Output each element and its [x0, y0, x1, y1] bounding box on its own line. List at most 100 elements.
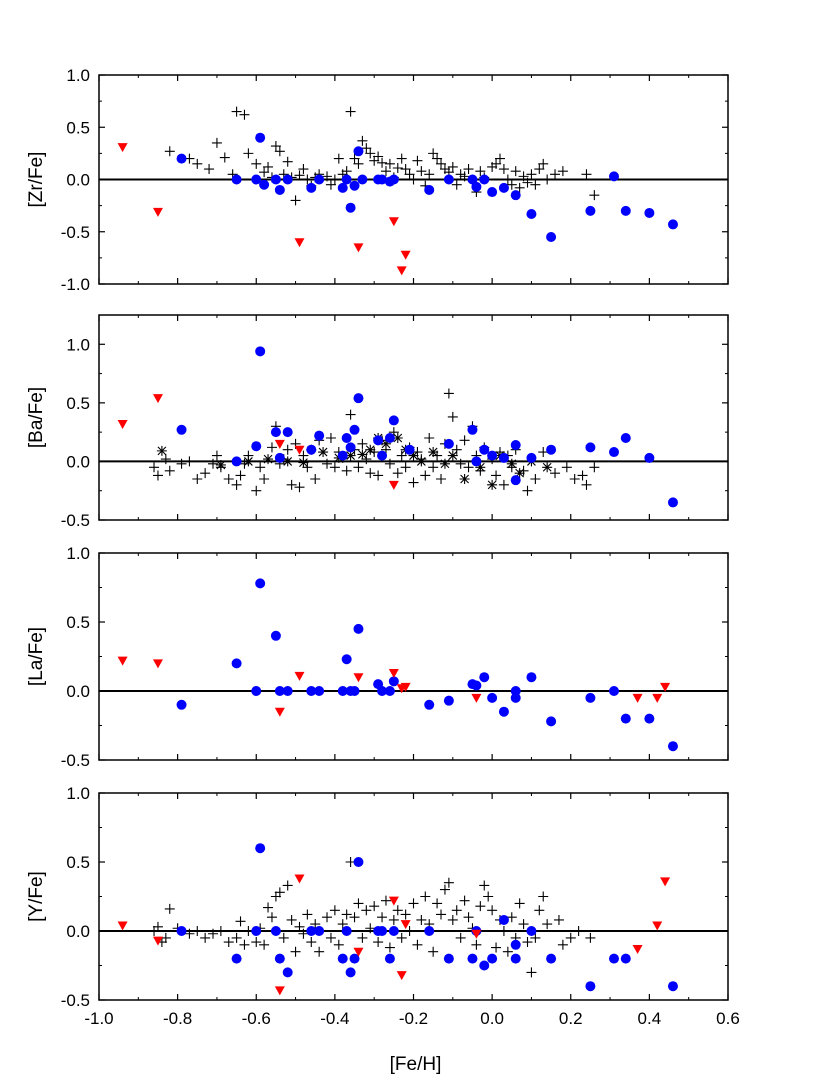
data-point-plus [459, 435, 470, 446]
data-point-circle [377, 686, 388, 696]
data-point-plus [361, 454, 372, 465]
data-point-plus [251, 158, 262, 169]
data-point-plus [447, 914, 458, 925]
data-point-circle [270, 174, 281, 185]
data-point-plus [377, 157, 388, 168]
data-point-circle [353, 146, 364, 157]
data-point-circle [282, 686, 293, 696]
data-point-circle [608, 953, 619, 964]
data-point-plus [219, 152, 230, 163]
data-point-circle [377, 174, 388, 185]
y-tick-label: 0.5 [66, 853, 90, 872]
data-point-triangle [388, 480, 399, 490]
data-point-plus [518, 171, 529, 182]
data-point-circle [384, 433, 395, 443]
data-point-circle [487, 953, 498, 964]
data-point-plus [491, 158, 502, 169]
data-point-plus [255, 462, 266, 473]
data-point-plus [463, 164, 474, 175]
data-point-plus [282, 880, 293, 891]
data-point-asterisk [156, 445, 167, 456]
data-point-plus [459, 171, 470, 182]
data-point-plus [384, 458, 395, 469]
data-point-plus [357, 135, 368, 146]
data-point-asterisk [439, 458, 450, 469]
data-point-circle [644, 452, 655, 463]
data-point-triangle [388, 896, 399, 906]
data-point-circle [314, 430, 325, 441]
data-point-circle [479, 672, 490, 683]
data-point-plus [192, 474, 203, 484]
data-point-plus [416, 166, 427, 177]
data-point-triangle [652, 921, 663, 931]
data-point-plus [223, 937, 234, 948]
data-point-circle [644, 207, 655, 218]
data-point-circle [546, 231, 557, 242]
data-point-circle [526, 452, 537, 463]
data-point-plus [310, 474, 321, 484]
data-point-plus [408, 898, 419, 909]
data-point-plus [573, 926, 584, 936]
data-point-circle [388, 926, 399, 936]
data-point-plus [557, 939, 568, 950]
data-point-circle [510, 692, 521, 703]
data-point-plus [373, 151, 384, 162]
data-point-circle [667, 497, 678, 508]
data-point-plus [184, 456, 195, 467]
data-points [117, 106, 678, 276]
data-point-plus [522, 937, 533, 948]
y-axis-title: [Ba/Fe] [26, 387, 47, 448]
y-tick-label: 0.0 [66, 171, 90, 190]
data-point-plus [282, 444, 293, 455]
data-point-plus [345, 106, 356, 117]
data-point-plus [396, 450, 407, 461]
data-point-circle [620, 433, 631, 443]
data-point-plus [270, 891, 281, 902]
data-point-plus [266, 912, 277, 923]
data-point-circle [424, 699, 435, 710]
data-point-circle [314, 174, 325, 185]
data-point-plus [550, 468, 561, 479]
data-point-triangle [632, 944, 643, 954]
data-point-plus [502, 946, 513, 957]
data-point-circle [498, 706, 509, 717]
data-point-plus [581, 169, 592, 180]
data-points [117, 843, 678, 996]
data-point-plus [455, 458, 466, 469]
x-tick-label: 0.6 [716, 1009, 740, 1028]
data-point-plus [337, 919, 348, 930]
data-point-asterisk [542, 462, 553, 473]
data-point-circle [231, 456, 242, 467]
y-axis-title: [Zr/Fe] [26, 152, 47, 208]
data-point-asterisk [365, 444, 376, 455]
data-point-plus [432, 898, 443, 909]
data-point-plus [400, 462, 411, 473]
data-point-circle [353, 393, 364, 404]
data-point-asterisk [447, 450, 458, 461]
y-tick-label: -1.0 [61, 275, 90, 294]
data-point-plus [451, 905, 462, 916]
data-point-circle [231, 953, 242, 964]
data-point-circle [526, 208, 537, 219]
data-point-asterisk [318, 447, 329, 458]
y-tick-label: -0.5 [61, 223, 90, 242]
data-point-plus [428, 148, 439, 159]
data-point-plus [235, 470, 246, 481]
x-tick-label: 0.2 [559, 1009, 583, 1028]
data-point-plus [373, 470, 384, 481]
data-point-plus [200, 468, 211, 479]
data-point-plus [585, 932, 596, 943]
data-points [117, 346, 678, 508]
data-point-circle [349, 953, 360, 964]
data-point-plus [286, 914, 297, 925]
data-point-plus [270, 141, 281, 152]
data-point-plus [471, 939, 482, 950]
data-point-plus [274, 146, 285, 157]
data-point-plus [534, 905, 545, 916]
data-point-plus [329, 174, 340, 185]
data-point-plus [502, 174, 513, 185]
data-point-asterisk [282, 456, 293, 467]
data-point-circle [337, 953, 348, 964]
data-point-circle [357, 174, 368, 185]
data-point-circle [274, 686, 285, 696]
